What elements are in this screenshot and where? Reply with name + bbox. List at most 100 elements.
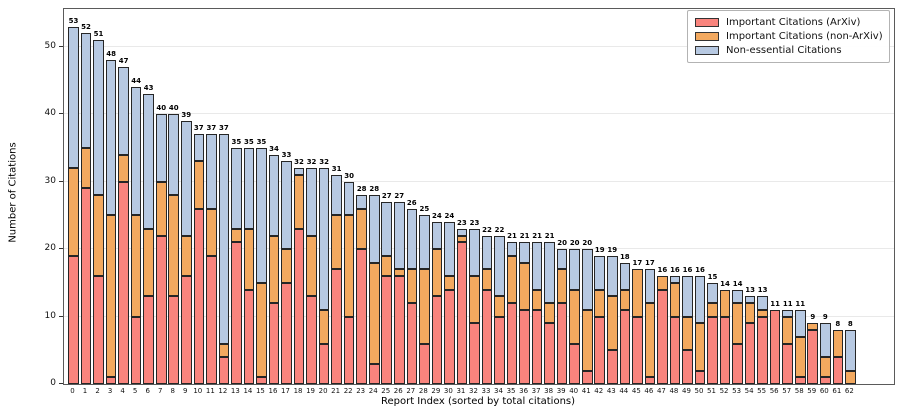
bar-33-segment-arxiv: [481, 289, 493, 384]
bar-16-segment-non-arxiv: [268, 235, 280, 304]
bar-total-label: 11: [795, 299, 806, 308]
bar-44-segment-arxiv: [619, 309, 631, 384]
bar-total-label: 21: [544, 232, 555, 241]
bar-28-segment-non-arxiv: [419, 269, 430, 344]
x-tick-label: 19: [306, 387, 316, 395]
bar-total-label: 28: [356, 185, 367, 194]
x-tick-label: 60: [819, 387, 829, 395]
bar-37-segment-non-essential: [531, 242, 543, 290]
x-tick-label: 35: [506, 387, 516, 395]
x-tick-label: 36: [519, 387, 529, 395]
x-tick-label: 62: [844, 387, 854, 395]
x-tick-label: 27: [406, 387, 416, 395]
bar-13-segment-non-arxiv: [231, 228, 242, 243]
bar-47-segment-arxiv: [657, 289, 668, 384]
bar-36-segment-arxiv: [519, 309, 530, 384]
x-tick-label: 45: [631, 387, 641, 395]
bar-35-segment-arxiv: [506, 303, 518, 384]
bar-11-segment-non-arxiv: [206, 208, 217, 256]
bar-total-label: 22: [482, 225, 492, 234]
x-tick-label: 13: [230, 387, 240, 395]
legend-item-important-citations-non-arxiv: Important Citations (non-ArXiv): [695, 30, 883, 43]
bar-39-segment-arxiv: [556, 303, 568, 384]
bar-23-segment-non-essential: [356, 195, 367, 209]
bar-5-segment-non-essential: [130, 87, 142, 216]
bar-34-segment-non-arxiv: [494, 296, 505, 317]
bar-49-segment-non-essential: [682, 276, 693, 317]
bar-39-segment-non-arxiv: [556, 269, 568, 304]
bar-51-segment-non-essential: [707, 282, 718, 304]
bar-29-segment-non-arxiv: [431, 249, 443, 297]
bar-2-segment-non-arxiv: [93, 195, 104, 277]
bar-total-label: 14: [732, 279, 743, 288]
bar-9-segment-non-arxiv: [180, 235, 192, 277]
bar-total-label: 27: [394, 191, 405, 200]
x-tick-label: 25: [381, 387, 391, 395]
bar-8-segment-non-essential: [168, 114, 180, 196]
bar-58-segment-non-essential: [794, 309, 806, 337]
bar-total-label: 16: [682, 266, 693, 275]
x-tick-label: 16: [268, 387, 278, 395]
bar-9-segment-non-essential: [180, 120, 192, 236]
bar-43-segment-non-arxiv: [606, 296, 618, 351]
bar-40-segment-arxiv: [569, 343, 580, 384]
x-tick-label: 1: [82, 387, 88, 395]
y-tick-label: 10: [44, 310, 56, 321]
bar-61-segment-arxiv: [832, 357, 844, 384]
bar-41-segment-non-arxiv: [581, 309, 593, 371]
x-tick-label: 21: [331, 387, 341, 395]
x-tick-label: 32: [468, 387, 478, 395]
bar-total-label: 40: [168, 104, 179, 113]
bar-20-segment-arxiv: [318, 343, 330, 384]
bar-40-segment-non-essential: [569, 249, 580, 290]
bar-25-segment-non-arxiv: [381, 255, 393, 277]
x-tick-label: 40: [569, 387, 579, 395]
bar-21-segment-arxiv: [331, 269, 342, 384]
bar-39-segment-non-essential: [556, 249, 568, 270]
bar-38-segment-non-essential: [544, 242, 555, 304]
bar-53-segment-non-arxiv: [732, 303, 743, 344]
bar-29-segment-arxiv: [431, 296, 443, 384]
bar-41-segment-arxiv: [581, 370, 593, 384]
bar-total-label: 17: [645, 259, 655, 268]
bar-42-segment-arxiv: [594, 316, 606, 384]
gridline-y30: [64, 180, 894, 182]
bar-total-label: 21: [519, 232, 530, 241]
bar-40-segment-non-arxiv: [569, 289, 580, 344]
bar-total-label: 19: [594, 245, 605, 254]
bar-56-segment-arxiv: [769, 309, 781, 384]
bar-28-segment-arxiv: [419, 343, 430, 384]
bar-total-label: 23: [457, 218, 467, 227]
legend-item-label: Non-essential Citations: [726, 44, 842, 56]
bar-48-segment-non-essential: [669, 276, 681, 283]
bar-31-segment-non-essential: [456, 228, 468, 236]
x-tick-label: 10: [193, 387, 203, 395]
bar-total-label: 44: [131, 77, 142, 86]
bar-17-segment-arxiv: [281, 282, 292, 384]
bar-54-segment-non-arxiv: [744, 303, 756, 324]
bar-total-label: 20: [569, 239, 580, 248]
bar-61-segment-non-arxiv: [832, 330, 844, 358]
bar-23-segment-non-arxiv: [356, 208, 367, 250]
bar-total-label: 35: [256, 137, 267, 146]
bar-60-segment-non-arxiv: [820, 357, 831, 378]
bar-total-label: 32: [294, 158, 304, 167]
bar-total-label: 18: [619, 252, 630, 261]
gridline-y50: [64, 45, 894, 47]
bar-43-segment-non-essential: [606, 255, 618, 297]
bar-total-label: 16: [657, 266, 668, 275]
bar-3-segment-non-arxiv: [105, 215, 117, 378]
y-tick-mark: [59, 383, 63, 384]
bar-24-segment-non-arxiv: [368, 262, 380, 364]
x-tick-label: 6: [145, 387, 150, 395]
bar-total-label: 31: [331, 164, 342, 173]
y-tick-mark: [59, 315, 63, 317]
bar-54-segment-non-essential: [744, 296, 756, 304]
legend-item-label: Important Citations (ArXiv): [726, 16, 861, 28]
bar-33-segment-non-essential: [481, 235, 493, 270]
bar-28-segment-non-essential: [419, 215, 430, 270]
bar-17-segment-non-essential: [281, 161, 292, 250]
bar-7-segment-non-arxiv: [155, 181, 167, 236]
bar-50-segment-non-essential: [694, 276, 706, 324]
bar-total-label: 13: [757, 286, 768, 295]
